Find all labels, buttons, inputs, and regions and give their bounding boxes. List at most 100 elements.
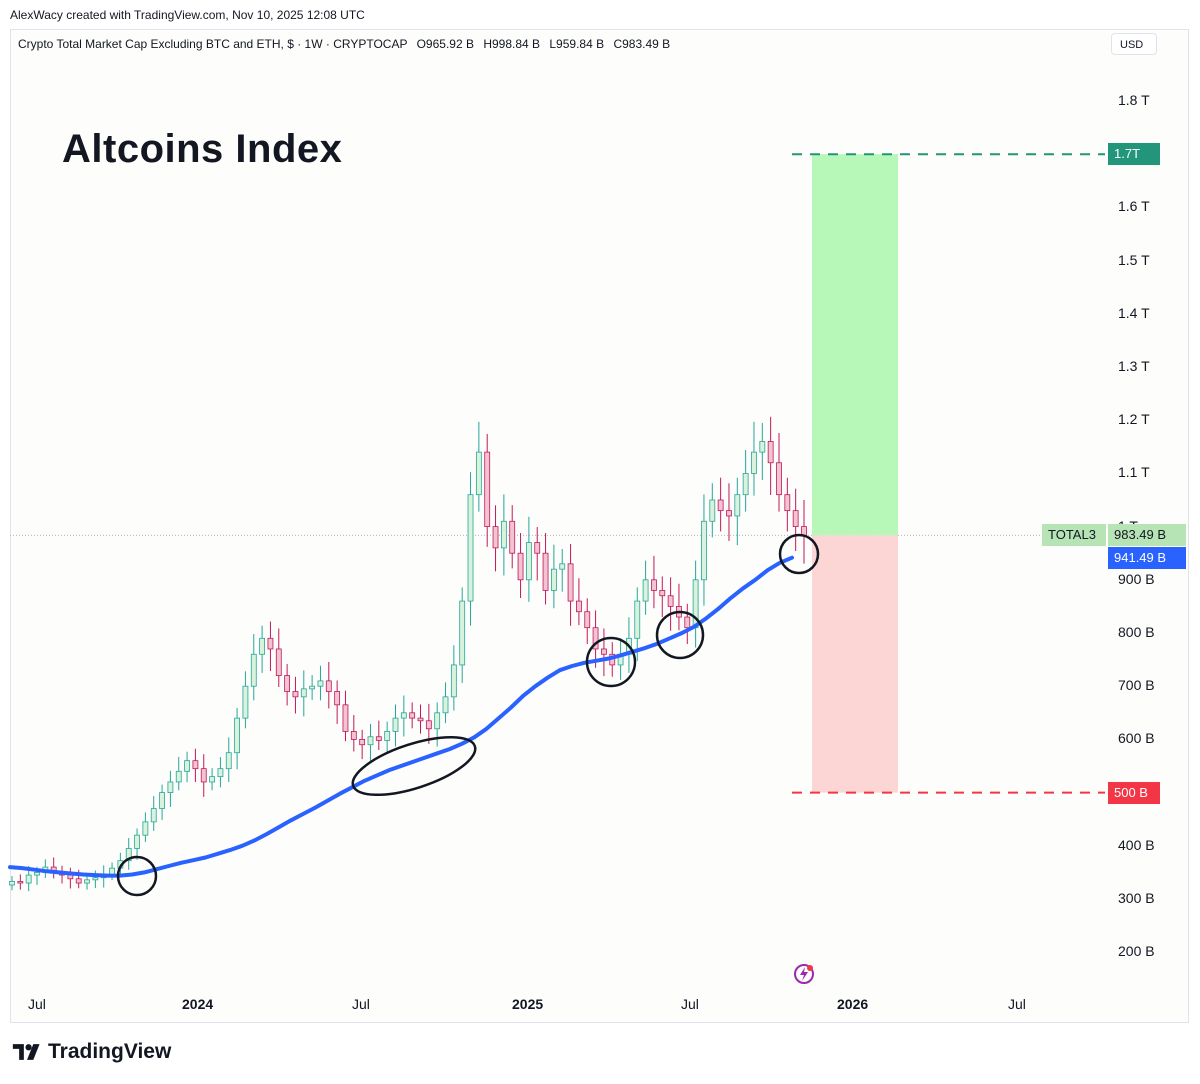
candle-body [350, 731, 357, 740]
candle-body [717, 499, 724, 512]
candle-body [325, 680, 332, 692]
price-axis-label: 1.8 T [1118, 92, 1150, 108]
candle-body [767, 441, 774, 464]
candle-body [200, 768, 207, 783]
candle-body [500, 520, 507, 549]
candle-body [334, 691, 341, 706]
ma-price-tag: 941.49 B [1108, 546, 1186, 569]
chart-credit: AlexWacy created with TradingView.com, N… [10, 8, 365, 22]
candle-body [275, 648, 282, 676]
candle-body [225, 752, 232, 770]
candle-body [284, 675, 291, 692]
ohlc-high: H998.84 B [483, 37, 541, 51]
candle-body [434, 712, 441, 730]
annotation-circle [655, 610, 705, 660]
candle-body [92, 877, 99, 881]
candle-body [267, 637, 274, 650]
candle-body [175, 770, 182, 783]
ohlc-open: O965.92 B [416, 37, 474, 51]
candle-body [450, 664, 457, 698]
candle-body [667, 595, 674, 607]
candle-body [184, 760, 190, 772]
candle-body [742, 472, 749, 496]
candle-body [792, 510, 799, 528]
time-axis-label: Jul [681, 996, 699, 1012]
candle-body [167, 781, 174, 794]
candle-body [192, 760, 199, 770]
annotation-title: Altcoins Index [62, 127, 343, 171]
candle-body [409, 712, 416, 719]
price-axis-label: 200 B [1118, 943, 1155, 960]
candle-body [384, 731, 391, 741]
candle-body [459, 600, 466, 666]
candle-body [359, 739, 366, 746]
symbol-header: Crypto Total Market Cap Excluding BTC an… [18, 37, 670, 51]
candle-body [75, 878, 82, 884]
candle-body [634, 600, 641, 639]
candle-body [584, 611, 591, 629]
candle-body [517, 552, 524, 581]
candle-body [367, 736, 374, 746]
price-axis-label: 1.6 T [1118, 198, 1150, 215]
candle-body [734, 494, 741, 517]
tradingview-brand: TradingView [48, 1040, 172, 1063]
symbol-name-tag: TOTAL3 [1042, 524, 1106, 547]
price-axis-label: 300 B [1118, 890, 1155, 906]
candle-body [109, 867, 115, 875]
candle-body [17, 881, 24, 884]
ohlc-close: C983.49 B [613, 37, 671, 51]
candle-body [475, 451, 482, 496]
candle-body [509, 520, 516, 554]
candle-body [217, 768, 224, 778]
currency-button[interactable]: USD [1111, 33, 1157, 55]
price-axis-label: 1.1 T [1118, 464, 1150, 481]
candle-body [425, 720, 432, 730]
candle-body [492, 526, 499, 549]
candle-body [259, 637, 266, 655]
profit-zone [812, 154, 898, 536]
candle-body [292, 691, 299, 698]
candle-body [709, 499, 716, 522]
candle-body [576, 600, 582, 613]
candle-body [134, 834, 140, 849]
candle-body [701, 520, 707, 581]
candle-body [467, 494, 474, 602]
candle-body [776, 462, 782, 496]
candle-body [684, 616, 691, 629]
candle-body [317, 680, 324, 687]
price-axis-label: 1.4 T [1118, 304, 1150, 321]
time-axis-label: Jul [1008, 996, 1026, 1012]
time-axis-label: Jul [28, 996, 46, 1012]
candle-body [392, 717, 399, 732]
annotation-circle [778, 533, 820, 575]
candle-body [250, 653, 257, 687]
price-axis-label: 1.2 T [1118, 411, 1150, 428]
candle-body [25, 874, 32, 884]
candle-body [375, 736, 382, 741]
candle-body [759, 441, 766, 453]
symbol-description: Crypto Total Market Cap Excluding BTC an… [18, 37, 408, 51]
candle-body [34, 872, 40, 876]
candle-body [9, 881, 15, 886]
candle-body [601, 648, 607, 655]
candle-body [784, 494, 791, 512]
candle-body [542, 552, 549, 591]
lightning-icon[interactable] [792, 962, 816, 986]
candle-body [125, 848, 132, 862]
tradingview-logo[interactable]: TradingView [12, 1040, 171, 1064]
price-axis-label: 900 B [1118, 570, 1155, 587]
loss-zone [812, 535, 898, 793]
candle-body [550, 568, 557, 591]
candle-body [567, 563, 574, 602]
candle-body [400, 712, 407, 719]
price-axis-label: 400 B [1118, 836, 1155, 853]
candle-body [84, 879, 90, 884]
candle-body [592, 627, 599, 650]
candle-body [642, 579, 649, 602]
ohlc-low: L959.84 B [549, 37, 605, 51]
time-axis-label: 2025 [512, 996, 544, 1012]
candle-body [234, 717, 240, 754]
candle-body [342, 704, 349, 732]
last-price-tag: 983.49 B [1108, 524, 1186, 547]
